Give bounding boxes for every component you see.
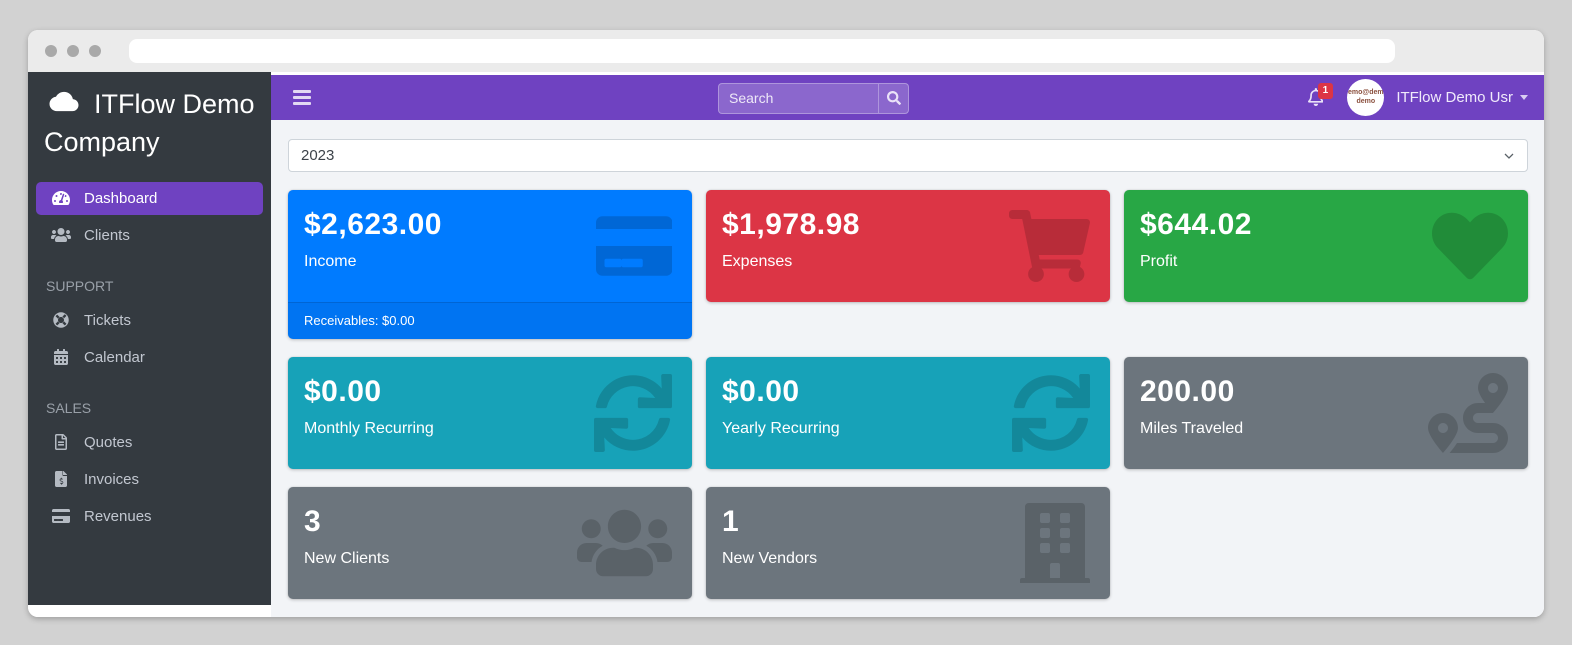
expenses-card[interactable]: $1,978.98 Expenses — [706, 190, 1110, 302]
sidebar-item-quotes[interactable]: Quotes — [36, 426, 263, 459]
year-select-value: 2023 — [301, 147, 335, 164]
cloud-icon — [49, 91, 79, 112]
sidebar-item-label: Dashboard — [84, 189, 158, 207]
browser-window: ITFlow Demo Company Dashboard Clients SU… — [28, 30, 1544, 617]
invoice-dollar-icon — [50, 471, 72, 488]
heart-icon — [1432, 208, 1508, 284]
user-menu[interactable]: ITFlow Demo Usr — [1396, 89, 1528, 106]
notifications-button[interactable]: 1 — [1307, 83, 1334, 107]
shopping-cart-icon — [1009, 210, 1090, 282]
route-icon — [1428, 373, 1508, 453]
miles-traveled-card[interactable]: 200.00 Miles Traveled — [1124, 357, 1528, 469]
miles-traveled-label: Miles Traveled — [1140, 420, 1244, 437]
sidebar: ITFlow Demo Company Dashboard Clients SU… — [28, 72, 271, 605]
year-select[interactable]: 2023 — [288, 139, 1528, 172]
notification-count-badge: 1 — [1317, 83, 1334, 100]
search-input[interactable] — [718, 82, 878, 114]
brand[interactable]: ITFlow Demo Company — [28, 72, 271, 162]
window-dot[interactable] — [67, 45, 79, 57]
new-clients-value: 3 — [304, 505, 322, 538]
window-dot[interactable] — [89, 45, 101, 57]
hamburger-menu-icon[interactable] — [293, 89, 311, 105]
search-form — [718, 82, 909, 114]
yearly-recurring-label: Yearly Recurring — [722, 420, 840, 437]
miles-traveled-value: 200.00 — [1140, 375, 1235, 408]
users-icon — [577, 505, 672, 581]
new-clients-label: New Clients — [304, 550, 390, 567]
sidebar-item-revenues[interactable]: Revenues — [36, 500, 263, 533]
new-vendors-label: New Vendors — [722, 550, 818, 567]
sidebar-item-label: Quotes — [84, 433, 133, 451]
chevron-down-icon — [1520, 94, 1528, 100]
avatar-text: demo@demo — [1347, 89, 1384, 97]
income-label: Income — [304, 253, 357, 270]
credit-card-icon — [50, 508, 72, 524]
income-value: $2,623.00 — [304, 208, 442, 241]
dashboard-icon — [50, 190, 72, 206]
sidebar-item-label: Tickets — [84, 311, 131, 329]
brand-label: ITFlow Demo Company — [44, 89, 255, 157]
sidebar-item-invoices[interactable]: Invoices — [36, 463, 263, 496]
sidebar-item-label: Clients — [84, 226, 130, 244]
expenses-value: $1,978.98 — [722, 208, 860, 241]
window-control-dots — [45, 45, 101, 57]
top-navbar: 1 demo@demo demo ITFlow Demo Usr — [271, 74, 1544, 120]
monthly-recurring-card[interactable]: $0.00 Monthly Recurring — [288, 357, 692, 469]
yearly-recurring-card[interactable]: $0.00 Yearly Recurring — [706, 357, 1110, 469]
monthly-recurring-label: Monthly Recurring — [304, 420, 434, 437]
browser-titlebar — [28, 30, 1544, 72]
new-clients-card[interactable]: 3 New Clients — [288, 487, 692, 599]
sidebar-item-label: Invoices — [84, 470, 140, 488]
navbar-gap — [271, 72, 1544, 75]
monthly-recurring-value: $0.00 — [304, 375, 382, 408]
new-vendors-card[interactable]: 1 New Vendors — [706, 487, 1110, 599]
avatar-text: demo — [1356, 98, 1376, 106]
users-icon — [50, 227, 72, 243]
sidebar-item-calendar[interactable]: Calendar — [36, 341, 263, 374]
new-vendors-value: 1 — [722, 505, 740, 538]
sidebar-item-clients[interactable]: Clients — [36, 219, 263, 252]
user-name: ITFlow Demo Usr — [1396, 88, 1513, 106]
sync-icon — [594, 374, 672, 452]
calendar-icon — [50, 349, 72, 366]
search-button[interactable] — [878, 82, 909, 114]
life-ring-icon — [50, 312, 72, 328]
window-dot[interactable] — [45, 45, 57, 57]
sidebar-item-label: Revenues — [84, 507, 152, 525]
profit-value: $644.02 — [1140, 208, 1252, 241]
search-icon — [886, 91, 901, 106]
profit-card[interactable]: $644.02 Profit — [1124, 190, 1528, 302]
profit-label: Profit — [1140, 253, 1178, 270]
quote-file-icon — [50, 434, 72, 451]
sidebar-item-dashboard[interactable]: Dashboard — [36, 181, 263, 215]
yearly-recurring-value: $0.00 — [722, 375, 800, 408]
chevron-down-icon — [1504, 153, 1514, 159]
income-card[interactable]: $2,623.00 Income Receivables: $0.00 — [288, 190, 692, 339]
building-icon — [1020, 503, 1090, 583]
sync-icon — [1012, 374, 1090, 452]
sidebar-section-sales: SALES — [46, 399, 92, 416]
income-footer: Receivables: $0.00 — [288, 302, 692, 339]
dashboard-content: 2023 $2,623.00 Income — [271, 120, 1544, 617]
sidebar-item-tickets[interactable]: Tickets — [36, 304, 263, 337]
address-bar[interactable] — [129, 39, 1395, 63]
sidebar-item-label: Calendar — [84, 348, 145, 366]
expenses-label: Expenses — [722, 253, 793, 270]
sidebar-section-support: SUPPORT — [46, 277, 114, 294]
avatar[interactable]: demo@demo demo — [1347, 78, 1385, 116]
credit-card-icon — [595, 212, 672, 280]
